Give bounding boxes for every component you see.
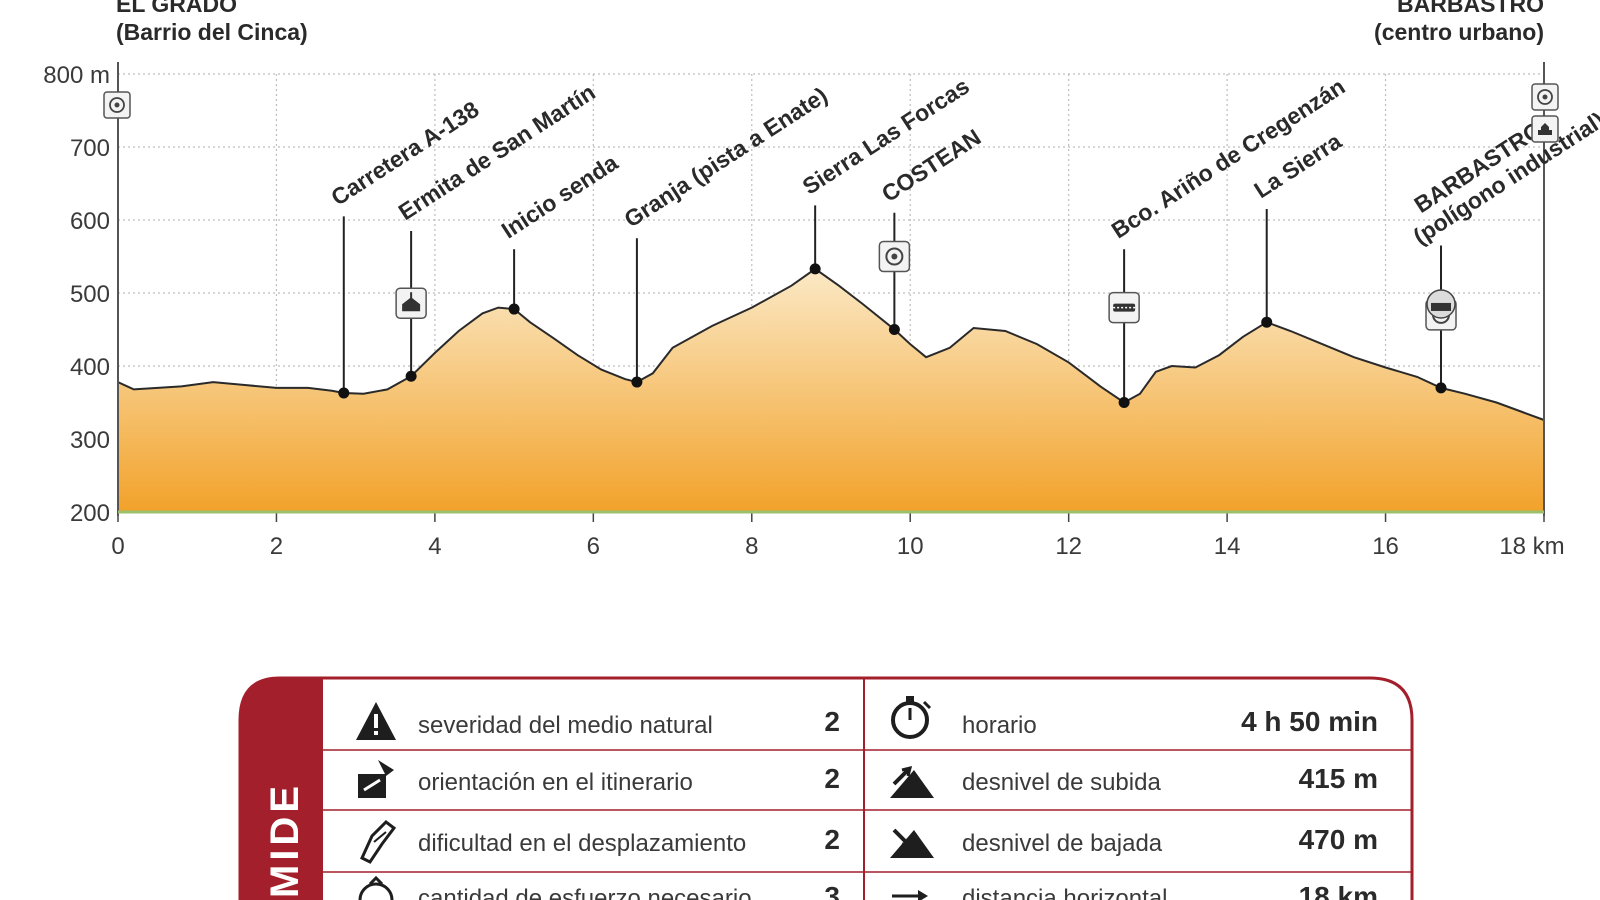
x-tick-label: 8 xyxy=(745,533,758,560)
boot-icon xyxy=(360,820,397,864)
waypoint-marker xyxy=(405,370,417,382)
arrow-right-icon xyxy=(892,890,928,900)
orientation-icon xyxy=(358,760,394,798)
chapel-icon xyxy=(395,287,427,319)
waypoint-label: Carretera A-138 xyxy=(326,96,483,211)
x-tick-label: 0 xyxy=(111,533,124,560)
y-tick-label: 700 xyxy=(70,135,110,162)
mide-value-bajada: 470 m xyxy=(1299,824,1378,855)
descent-icon xyxy=(890,828,934,858)
mide-label-subida: desnivel de subida xyxy=(962,769,1161,796)
mide-value-severidad: 2 xyxy=(824,706,840,737)
waypoint-label-group: BARBASTRO(polígono industrial) xyxy=(1408,107,1600,250)
mide-label-horario: horario xyxy=(962,712,1037,739)
effort-icon xyxy=(358,875,394,900)
mide-label-orientacion: orientación en el itinerario xyxy=(418,769,693,796)
mide-label-dificultad: dificultad en el desplazamiento xyxy=(418,830,746,857)
waypoint-marker xyxy=(888,324,900,335)
mide-value-dificultad: 2 xyxy=(824,824,840,855)
mide-value-orientacion: 2 xyxy=(824,763,840,794)
waypoint-marker xyxy=(1118,397,1130,408)
end-landmark-icon xyxy=(1531,115,1559,143)
start-name: EL GRADO xyxy=(116,0,237,17)
end-subtitle: (centro urbano) xyxy=(1374,19,1544,45)
mide-value-horario: 4 h 50 min xyxy=(1241,706,1378,737)
icon-glyph xyxy=(885,247,904,266)
x-tick-label: 12 xyxy=(1055,533,1082,560)
ascent-icon xyxy=(890,765,934,798)
waypoint-label: Inicio senda xyxy=(497,149,623,243)
mide-label-esfuerzo: cantidad de esfuerzo necesario xyxy=(418,885,752,900)
icon-glyph xyxy=(1431,302,1452,311)
icon-glyph xyxy=(410,292,413,299)
town-icon xyxy=(878,240,911,273)
x-tick-label: 14 xyxy=(1214,533,1241,560)
mide-panel: MIDE severidad del medio natural 2 orien… xyxy=(238,676,1414,900)
x-tick-label: 2 xyxy=(270,533,283,560)
y-tick-label: 400 xyxy=(70,354,110,381)
y-tick-label: 300 xyxy=(70,427,110,454)
mide-title: MIDE xyxy=(263,782,307,898)
x-tick-label: 16 xyxy=(1372,533,1399,560)
bridge-icon xyxy=(1108,291,1140,324)
icon-glyph xyxy=(1113,303,1136,312)
waypoint-label-group: Granja (pista a Enate) xyxy=(619,82,831,233)
waypoint-marker xyxy=(508,303,520,315)
mide-sidebar xyxy=(240,678,323,900)
mide-value-esfuerzo: 3 xyxy=(824,881,840,900)
end-town-icon xyxy=(1531,83,1559,111)
y-tick-label: 200 xyxy=(70,500,110,527)
waypoint-marker xyxy=(1261,316,1273,328)
waypoint-marker xyxy=(338,387,350,399)
mide-value-subida: 415 m xyxy=(1299,763,1378,794)
warning-triangle-icon xyxy=(356,702,396,740)
stopwatch-icon xyxy=(891,696,932,739)
waypoint-label-group: Carretera A-138 xyxy=(326,96,483,211)
mide-value-distancia: 18 km xyxy=(1299,881,1378,900)
waypoint-marker xyxy=(809,263,821,275)
y-tick-label: 600 xyxy=(70,208,110,235)
x-tick-label: 4 xyxy=(428,533,441,560)
x-tick-label: 10 xyxy=(897,533,924,560)
waypoint-marker xyxy=(631,376,643,388)
mide-label-bajada: desnivel de bajada xyxy=(962,830,1163,857)
mide-label-distancia: distancia horizontal xyxy=(962,885,1167,900)
industrial-icon xyxy=(1426,289,1456,319)
icon-glyph xyxy=(402,297,421,312)
start-subtitle: (Barrio del Cinca) xyxy=(116,19,308,45)
elevation-line xyxy=(117,267,1545,421)
icon-glyph xyxy=(891,253,898,260)
waypoint-label: Granja (pista a Enate) xyxy=(619,82,831,233)
waypoint-label-group: Inicio senda xyxy=(497,149,623,243)
x-tick-label: 6 xyxy=(587,533,600,560)
elevation-area xyxy=(118,268,1544,512)
mide-label-severidad: severidad del medio natural xyxy=(418,712,713,739)
waypoint-marker xyxy=(1435,382,1447,394)
start-town-icon xyxy=(103,91,131,119)
y-tick-label: 500 xyxy=(70,281,110,308)
y-tick-label: 800 m xyxy=(43,62,110,89)
x-tick-label: 18 km xyxy=(1499,533,1564,560)
end-name: BARBASTRO xyxy=(1397,0,1544,17)
